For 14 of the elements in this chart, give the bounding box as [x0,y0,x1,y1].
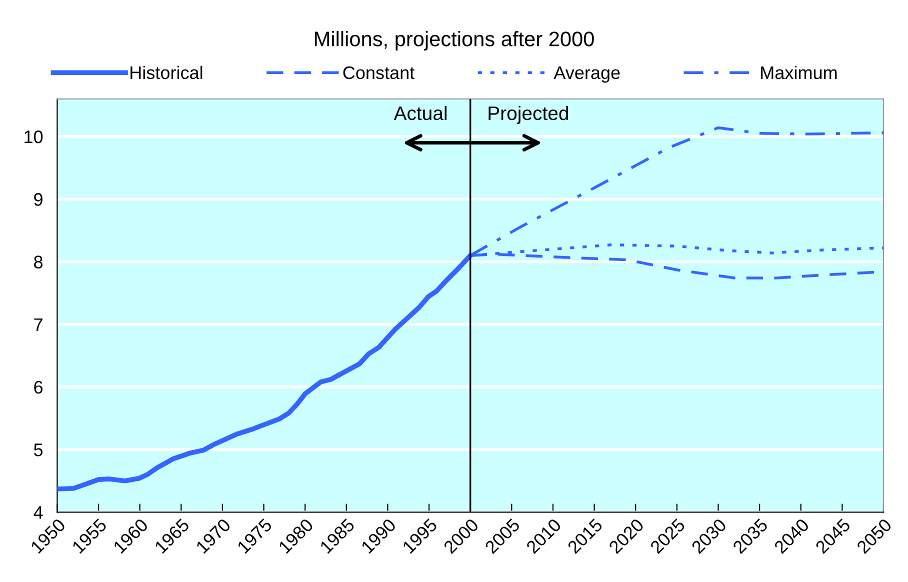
y-tick-label: 9 [34,193,42,206]
y-tick-label: 8 [34,256,43,268]
annotation: Projected [488,106,568,124]
annotation: Actual [394,106,446,120]
legend-label: Average [554,66,620,83]
legend-label: Constant [343,66,414,80]
y-tick-label: 7 [34,318,42,331]
y-tick-label: 6 [34,380,43,394]
y-tick-label: 10 [24,130,43,144]
legend-label: Historical [130,66,202,80]
chart-title: Millions, projections after 2000 [315,31,594,50]
y-tick-label: 5 [34,444,43,456]
y-tick-label: 4 [34,506,43,519]
legend-label: Maximum [761,66,837,80]
